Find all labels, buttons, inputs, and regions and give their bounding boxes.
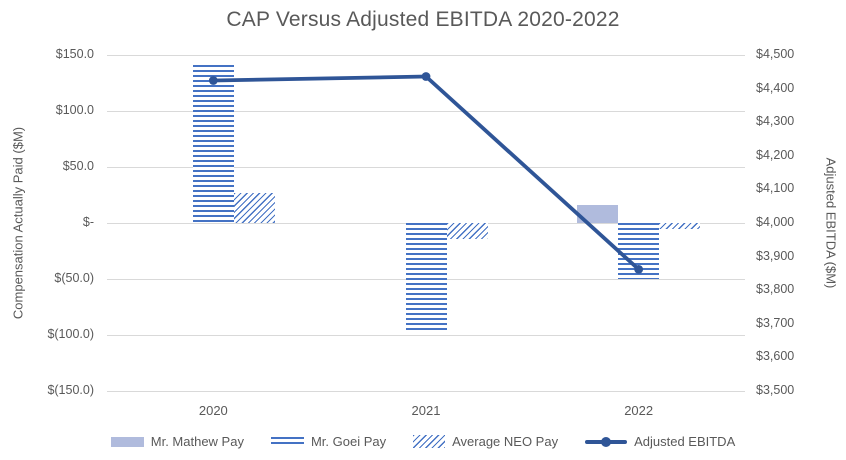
gridline xyxy=(107,390,745,392)
left-axis-tick-label: $(50.0) xyxy=(54,271,94,285)
right-axis-tick-label: $3,800 xyxy=(756,282,795,297)
bar-average-neo-pay xyxy=(233,192,275,223)
bar-mr-mathew-pay xyxy=(577,204,619,223)
right-axis-tick-label: $3,500 xyxy=(756,383,795,397)
bar-mr-goei-pay xyxy=(618,223,660,279)
gridline xyxy=(107,334,745,336)
legend-label-mathew: Mr. Mathew Pay xyxy=(150,434,244,449)
legend-label-goei: Mr. Goei Pay xyxy=(310,434,387,449)
right-axis-tick-label: $4,100 xyxy=(756,181,795,196)
bar-average-neo-pay xyxy=(446,223,488,239)
legend-item-mathew: Mr. Mathew Pay xyxy=(110,434,244,449)
left-axis-tick-label: $(150.0) xyxy=(47,383,94,397)
left-axis-tick-label: $100.0 xyxy=(55,103,94,117)
legend-swatch-dhatch-icon xyxy=(413,435,446,448)
right-axis-tick-label: $4,200 xyxy=(756,147,795,162)
left-axis-tick-label: $50.0 xyxy=(62,159,94,173)
right-axis-title: Adjusted EBITDA ($M) xyxy=(823,157,839,289)
right-axis-tick-label: $3,600 xyxy=(756,349,795,364)
legend-item-goei: Mr. Goei Pay xyxy=(270,434,387,449)
legend-swatch-line-marker-icon xyxy=(585,435,628,448)
x-axis-label: 2021 xyxy=(411,403,441,418)
legend-swatch-solid-icon xyxy=(110,436,144,447)
x-axis-label: 2022 xyxy=(624,403,654,418)
right-axis-tick-label: $3,700 xyxy=(756,315,795,330)
left-axis-tick-label: $(100.0) xyxy=(47,327,94,341)
bar-mr-goei-pay xyxy=(405,223,447,331)
bar-average-neo-pay xyxy=(659,223,701,229)
gridline xyxy=(107,54,745,56)
right-axis-tick-label: $3,900 xyxy=(756,248,795,263)
right-axis-tick-label: $4,500 xyxy=(756,47,795,61)
legend-swatch-hstripe-icon xyxy=(270,436,304,447)
adjusted-ebitda-marker xyxy=(421,72,431,81)
x-axis-label: 2020 xyxy=(198,403,228,418)
left-axis-tick-label: $150.0 xyxy=(55,47,94,61)
legend: Mr. Mathew Pay Mr. Goei Pay Average NEO … xyxy=(0,434,846,449)
right-axis-tick-label: $4,300 xyxy=(756,114,795,129)
legend-label-neo: Average NEO Pay xyxy=(452,434,559,449)
legend-item-ebitda: Adjusted EBITDA xyxy=(585,434,735,449)
bar-mr-goei-pay xyxy=(192,65,234,223)
left-axis-tick-label: $- xyxy=(82,215,94,229)
chart-title: CAP Versus Adjusted EBITDA 2020-2022 xyxy=(226,8,620,31)
legend-item-neo: Average NEO Pay xyxy=(413,434,558,449)
right-axis-tick-label: $4,000 xyxy=(756,215,795,229)
right-axis-tick-label: $4,400 xyxy=(756,80,795,95)
legend-label-ebitda: Adjusted EBITDA xyxy=(634,434,736,449)
